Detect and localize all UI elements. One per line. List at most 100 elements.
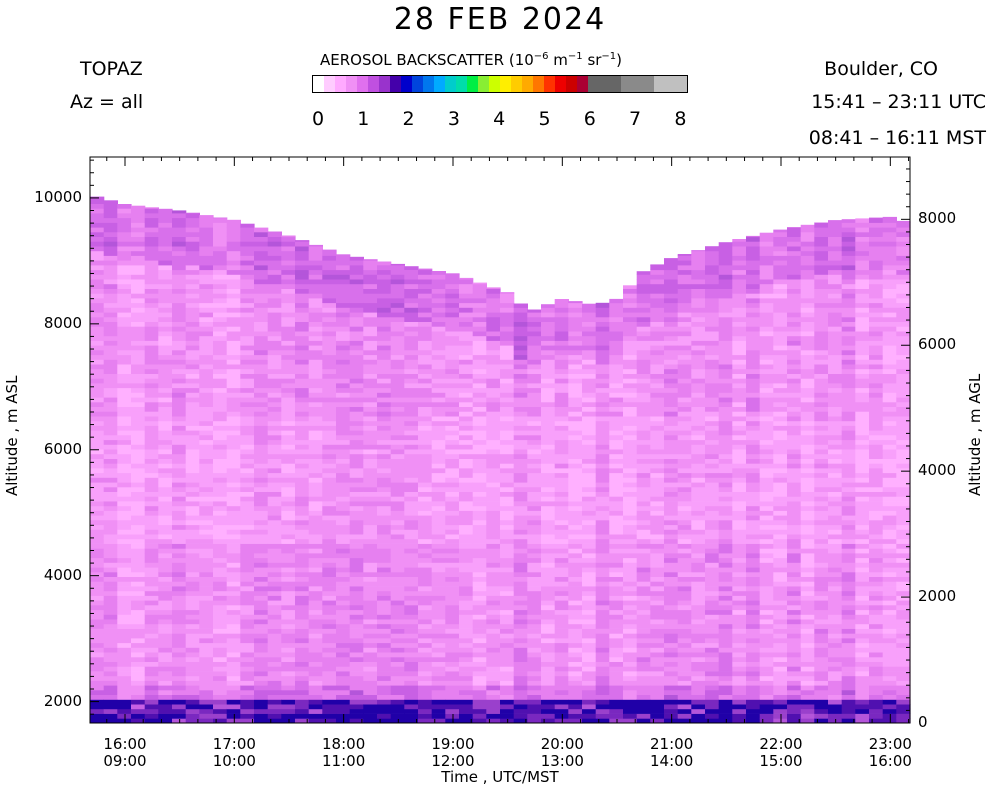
heatmap-cell [199,354,214,360]
heatmap-cell [90,486,105,492]
heatmap-cell [445,307,460,313]
heatmap-cell [103,241,118,247]
heatmap-cell [322,553,337,559]
heatmap-cell [527,571,542,577]
heatmap-cell [595,472,610,478]
heatmap-cell [746,586,761,592]
heatmap-cell [718,283,733,289]
heatmap-cell [199,638,214,644]
heatmap-cell [90,571,105,577]
colorbar-title: AEROSOL BACKSCATTER (10−6 m−1 sr−1) [320,51,623,69]
heatmap-cell [527,449,542,455]
heatmap-cell [609,401,624,407]
heatmap-cell [636,680,651,686]
heatmap-cell [267,633,282,639]
heatmap-cell [623,345,638,351]
heatmap-cell [691,340,706,346]
heatmap-cell [472,282,487,285]
heatmap-cell [199,685,214,691]
heatmap-cell [240,704,255,710]
heatmap-cell [172,571,187,577]
heatmap-cell [732,373,747,379]
heatmap-cell [213,638,228,644]
heatmap-cell [322,567,337,573]
heatmap-cell [103,359,118,365]
heatmap-cell [650,312,665,318]
heatmap-cell [527,420,542,426]
heatmap-cell [472,623,487,629]
heatmap-cell [199,222,214,228]
heatmap-cell [732,302,747,308]
heatmap-cell [705,562,720,568]
heatmap-cell [363,543,378,549]
heatmap-cell [172,491,187,497]
heatmap-cell [691,435,706,441]
heatmap-cell [117,689,132,695]
heatmap-cell [390,520,405,526]
heatmap-cell [267,510,282,516]
heatmap-cell [295,576,310,582]
heatmap-cell [746,359,761,365]
heatmap-cell [705,482,720,488]
heatmap-cell [459,350,474,356]
heatmap-cell [445,501,460,507]
heatmap-cell [677,656,692,662]
heatmap-cell [213,217,228,219]
heatmap-cell [226,638,241,644]
heatmap-cell [144,557,159,563]
heatmap-cell [103,694,118,700]
heatmap-cell [718,656,733,662]
heatmap-cell [664,614,679,620]
heatmap-cell [568,491,583,497]
heatmap-cell [459,378,474,384]
heatmap-cell [418,600,433,606]
heatmap-cell [295,638,310,644]
heatmap-cell [349,335,364,341]
heatmap-cell [281,491,296,497]
heatmap-cell [718,529,733,535]
heatmap-cell [513,444,528,450]
heatmap-cell [336,718,351,724]
heatmap-cell [404,595,419,601]
heatmap-cell [623,680,638,686]
heatmap-cell [582,671,597,677]
heatmap-cell [254,718,269,724]
heatmap-cell [185,444,200,450]
heatmap-cell [554,350,569,356]
heatmap-cell [90,694,105,700]
heatmap-cell [103,491,118,497]
heatmap-cell [609,515,624,521]
heatmap-cell [131,486,146,492]
heatmap-cell [144,439,159,445]
heatmap-cell [90,420,105,426]
heatmap-cell [691,515,706,521]
heatmap-cell [513,628,528,634]
heatmap-cell [705,501,720,507]
heatmap-cell [131,694,146,700]
heatmap-cell [445,543,460,549]
heatmap-cell [513,345,528,351]
heatmap-cell [336,265,351,271]
heatmap-cell [418,416,433,422]
heatmap-cell [349,538,364,544]
heatmap-cell [746,274,761,280]
heatmap-cell [677,501,692,507]
heatmap-cell [513,548,528,554]
heatmap-cell [267,605,282,611]
heatmap-cell [431,534,446,540]
heatmap-cell [240,553,255,559]
heatmap-cell [459,529,474,535]
heatmap-cell [732,718,747,724]
heatmap-cell [404,538,419,544]
heatmap-cell [664,439,679,445]
heatmap-cell [732,505,747,511]
heatmap-cell [445,472,460,478]
heatmap-cell [131,614,146,620]
heatmap-cell [336,397,351,403]
heatmap-cell [500,609,515,615]
heatmap-cell [213,368,228,374]
heatmap-cell [240,496,255,502]
heatmap-cell [500,335,515,341]
heatmap-cell [705,652,720,658]
heatmap-cell [445,647,460,653]
